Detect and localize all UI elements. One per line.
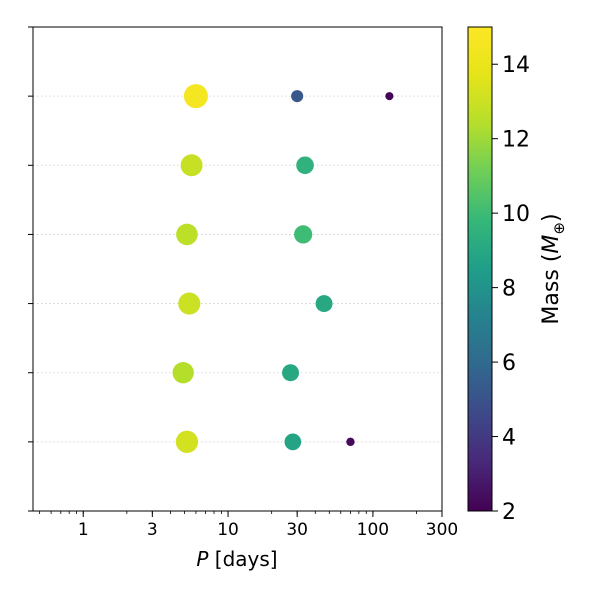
planet-point [183,84,208,109]
planet-point [315,295,333,313]
colorbar-tick-label: 10 [502,202,530,227]
colorbar-tick-label: 12 [502,128,530,153]
planet-point [291,90,304,103]
planet-point [180,154,203,177]
x-tick-label: 10 [217,520,239,540]
colorbar-tick-label: 6 [502,351,516,376]
colorbar-tick-label: 8 [502,277,516,302]
x-tick-label: 30 [286,520,308,540]
x-axis: 1 3 10 30 100 300 [39,511,458,540]
data-points [172,84,394,454]
planet-point [282,364,300,382]
planet-point [284,433,302,451]
colorbar-tick-label: 4 [502,426,516,451]
y-axis [28,26,33,512]
colorbar-tick-label: 14 [502,53,530,78]
planet-point [385,92,394,101]
colorbar [467,26,493,512]
plot-frame [32,26,443,512]
planet-point [175,430,199,454]
planet-point [178,292,201,315]
grid-lines [33,95,442,443]
colorbar-tick-label: 2 [502,500,516,525]
planet-point [172,362,194,384]
planet-point [296,156,314,175]
x-tick-label: 3 [147,520,158,540]
x-tick-label: 100 [357,520,389,540]
planet-point [294,225,313,244]
x-axis-label: P [days] [196,547,277,571]
colorbar-ticks: 2 4 6 8 10 12 14 [492,53,530,525]
colorbar-label: Mass (M⊕) [539,213,568,324]
planet-point [176,223,198,246]
planet-point [346,437,355,447]
x-tick-label: 300 [426,520,458,540]
x-tick-label: 1 [78,520,89,540]
